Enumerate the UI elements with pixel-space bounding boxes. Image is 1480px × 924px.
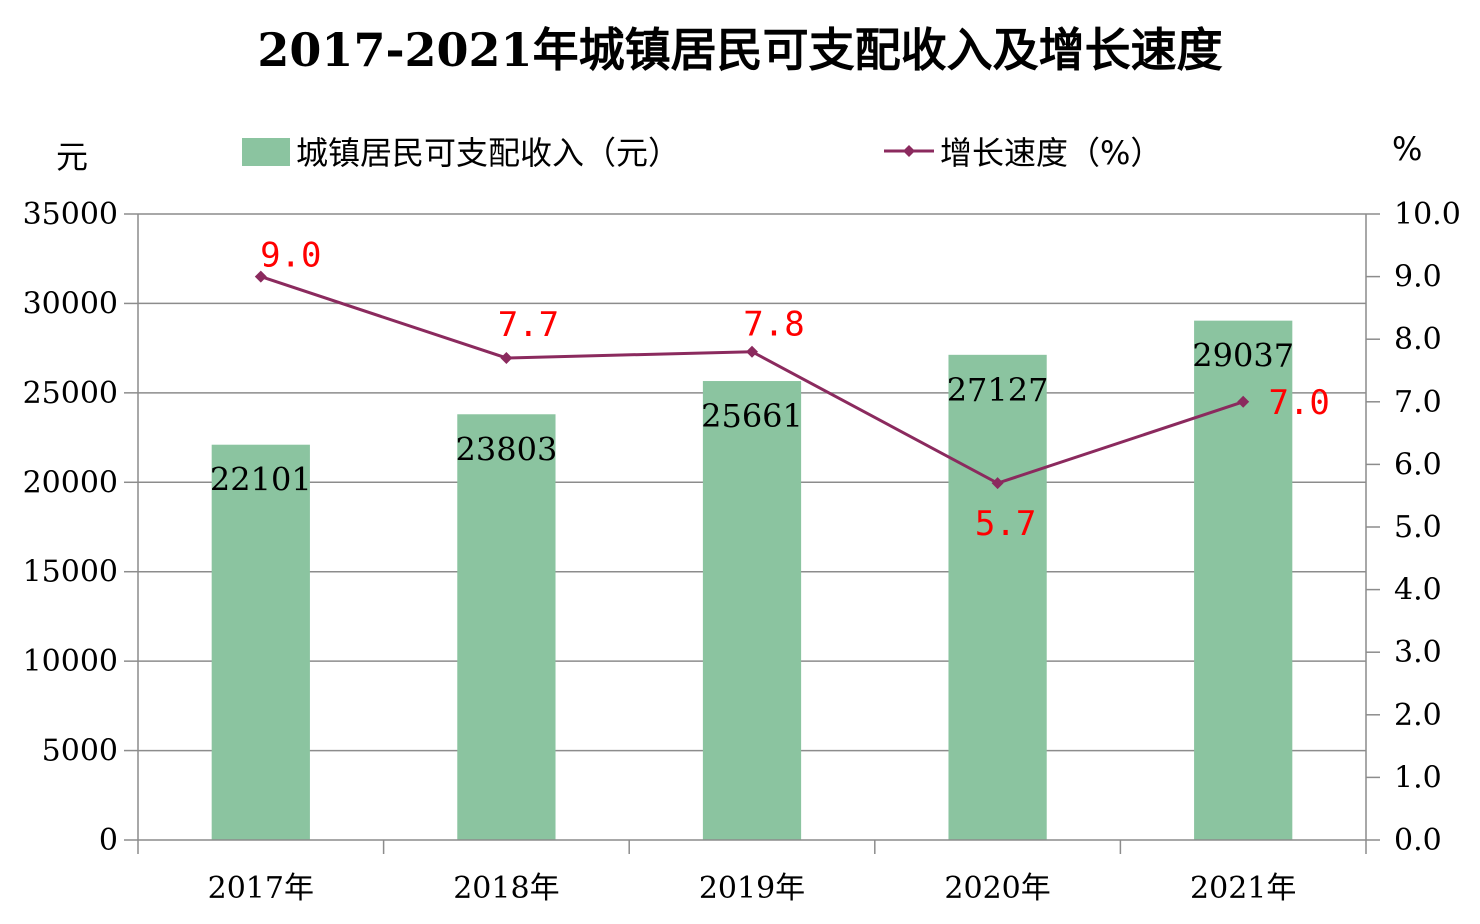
growth-label: 7.0 — [1268, 383, 1329, 423]
left-axis-tick-label: 15000 — [23, 555, 118, 590]
x-axis-tick-label: 2019年 — [699, 871, 805, 906]
growth-label: 5.7 — [975, 504, 1036, 544]
right-axis-tick-label: 4.0 — [1394, 573, 1442, 608]
x-axis-tick-label: 2020年 — [944, 871, 1050, 906]
legend-line-label: 增长速度（%） — [940, 134, 1162, 172]
income-bar — [457, 414, 555, 840]
right-axis-tick-label: 10.0 — [1394, 197, 1461, 232]
right-axis-tick-label: 6.0 — [1394, 447, 1442, 482]
left-axis-tick-label: 25000 — [23, 376, 118, 411]
legend: 城镇居民可支配收入（元） 增长速度（%） — [242, 134, 1162, 172]
legend-line-marker — [903, 145, 915, 157]
left-axis-tick-label: 5000 — [42, 734, 118, 769]
right-axis-tick-label: 5.0 — [1394, 510, 1442, 545]
right-axis-tick-label: 7.0 — [1394, 385, 1442, 420]
left-axis-unit: 元 — [56, 138, 88, 176]
income-bar — [703, 381, 801, 840]
growth-label: 9.0 — [260, 236, 321, 276]
right-axis-tick-label: 8.0 — [1394, 322, 1442, 357]
income-bar-label: 25661 — [701, 397, 803, 435]
right-axis-tick-label: 9.0 — [1394, 260, 1442, 295]
income-bar-label: 22101 — [210, 461, 312, 499]
chart-title: 2017-2021年城镇居民可支配收入及增长速度 — [257, 23, 1222, 77]
x-axis-tick-label: 2021年 — [1190, 871, 1296, 906]
legend-bar-swatch — [242, 138, 290, 166]
growth-point — [500, 352, 512, 364]
right-axis-tick-label: 1.0 — [1394, 760, 1442, 795]
left-axis-tick-label: 20000 — [23, 465, 118, 500]
legend-bar-label: 城镇居民可支配收入（元） — [296, 134, 680, 172]
income-bar — [948, 355, 1046, 840]
left-axis-tick-label: 10000 — [23, 644, 118, 679]
growth-label: 7.7 — [498, 305, 559, 345]
income-bar-label: 27127 — [947, 371, 1049, 409]
income-bar-label: 23803 — [456, 430, 558, 468]
left-axis-tick-label: 35000 — [23, 197, 118, 232]
right-axis-tick-label: 2.0 — [1394, 698, 1442, 733]
growth-label: 7.8 — [743, 305, 804, 345]
right-axis-unit: % — [1392, 130, 1422, 168]
income-bar — [212, 445, 310, 840]
x-axis-tick-label: 2017年 — [208, 871, 314, 906]
income-bar-label: 29037 — [1192, 337, 1294, 375]
left-axis-tick-label: 30000 — [23, 286, 118, 321]
growth-point — [746, 346, 758, 358]
left-axis-tick-label: 0 — [99, 823, 118, 858]
right-axis-tick-label: 3.0 — [1394, 635, 1442, 670]
x-axis-tick-label: 2018年 — [453, 871, 559, 906]
right-axis-tick-label: 0.0 — [1394, 823, 1442, 858]
